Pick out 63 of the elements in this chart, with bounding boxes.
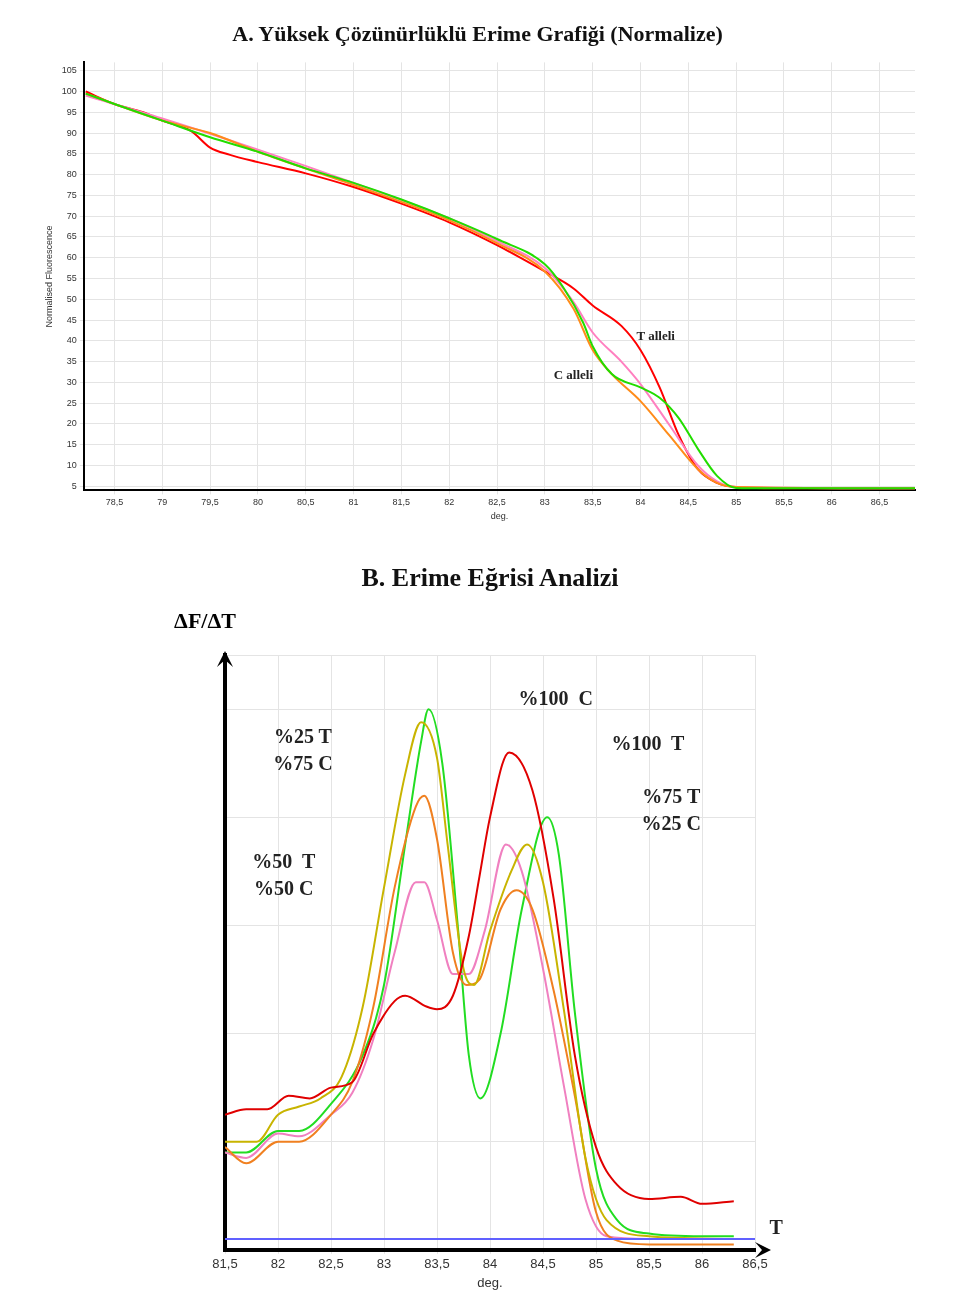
y-tick-label: 40 (66, 335, 77, 346)
x-tick-label: 85,5 (636, 1256, 662, 1272)
annotation: T alleli (636, 327, 676, 343)
y-tick-label: 5 (71, 480, 77, 491)
x-tick-label: 82 (444, 497, 455, 508)
x-axis-title: deg. (477, 1274, 503, 1290)
x-tick-label: 85 (588, 1256, 604, 1272)
y-tick-label: 55 (66, 272, 77, 283)
x-tick-label: 80,5 (296, 497, 315, 508)
y-tick-label: 60 (66, 252, 77, 263)
chart-title: B. Erime Eğrisi Analizi (361, 563, 619, 593)
x-tick-label: 81,5 (212, 1256, 238, 1272)
annotation: %75 T %25 C (641, 785, 701, 835)
text: %100 C (518, 686, 593, 709)
x-tick-label: 82 (270, 1256, 286, 1272)
y-tick-label: 75 (66, 189, 77, 200)
x-tick-label: 81 (348, 497, 359, 508)
y-tick-label: 35 (66, 356, 77, 367)
y-tick-label: 15 (66, 439, 77, 450)
x-tick-label: 84 (635, 497, 646, 508)
x-tick-label: 85 (731, 497, 742, 508)
y-tick-label: 20 (66, 418, 77, 429)
y-tick-label: 30 (66, 376, 77, 387)
x-tick-label: 83,5 (583, 497, 602, 508)
y-tick-label: 50 (66, 293, 77, 304)
x-tick-label: 86 (826, 497, 837, 508)
annotation: %50 T %50 C (252, 850, 316, 900)
x-tick-label: 82,5 (318, 1256, 344, 1272)
y-tick-label: 25 (66, 397, 77, 408)
x-tick-label: 83 (376, 1256, 392, 1272)
x-tick-label: 86 (694, 1256, 710, 1272)
y-tick-label: 70 (66, 210, 77, 221)
y-tick-label: 10 (66, 459, 77, 470)
y-axis-title: Normalised Fluorescence (43, 225, 54, 328)
y-tick-label: 85 (66, 148, 77, 159)
x-tick-label: 81,5 (392, 497, 411, 508)
y-tick-label: 100 (61, 85, 77, 96)
annotation: %100 T (611, 732, 686, 755)
x-tick-label: 85,5 (775, 497, 793, 508)
y-tick-label: 80 (66, 169, 77, 180)
x-tick-label: 83 (539, 497, 550, 508)
y-axis-title: ΔF/ΔT (174, 607, 237, 633)
y-tick-label: 105 (61, 65, 77, 76)
x-tick-label: 84,5 (530, 1256, 556, 1272)
annotation: C alleli (553, 367, 594, 383)
annotation: %25 T %75 C (273, 725, 333, 775)
x-tick-label: 80 (252, 497, 263, 508)
y-tick-label: 95 (66, 106, 77, 117)
x-tick-label: 83,5 (424, 1256, 450, 1272)
x-tick-label: 82,5 (488, 497, 506, 508)
chart-title: A. Yüksek Çözünürlüklü Erime Grafiği (Normalize) (232, 20, 723, 46)
x-tick-label: 86,5 (870, 497, 889, 508)
y-tick-label: 90 (66, 127, 77, 138)
x-tick-label: 84 (482, 1256, 498, 1272)
y-tick-label: 45 (66, 314, 77, 325)
x-tick-label: 78,5 (105, 497, 124, 508)
x-tick-label: 84,5 (679, 497, 698, 508)
text: T (769, 1216, 784, 1239)
x-tick-label: 79 (157, 497, 168, 508)
y-tick-label: 65 (66, 231, 77, 242)
x-axis-title: deg. (490, 511, 509, 522)
x-tick-label: 86,5 (742, 1256, 768, 1272)
x-tick-label: 79,5 (201, 497, 219, 508)
